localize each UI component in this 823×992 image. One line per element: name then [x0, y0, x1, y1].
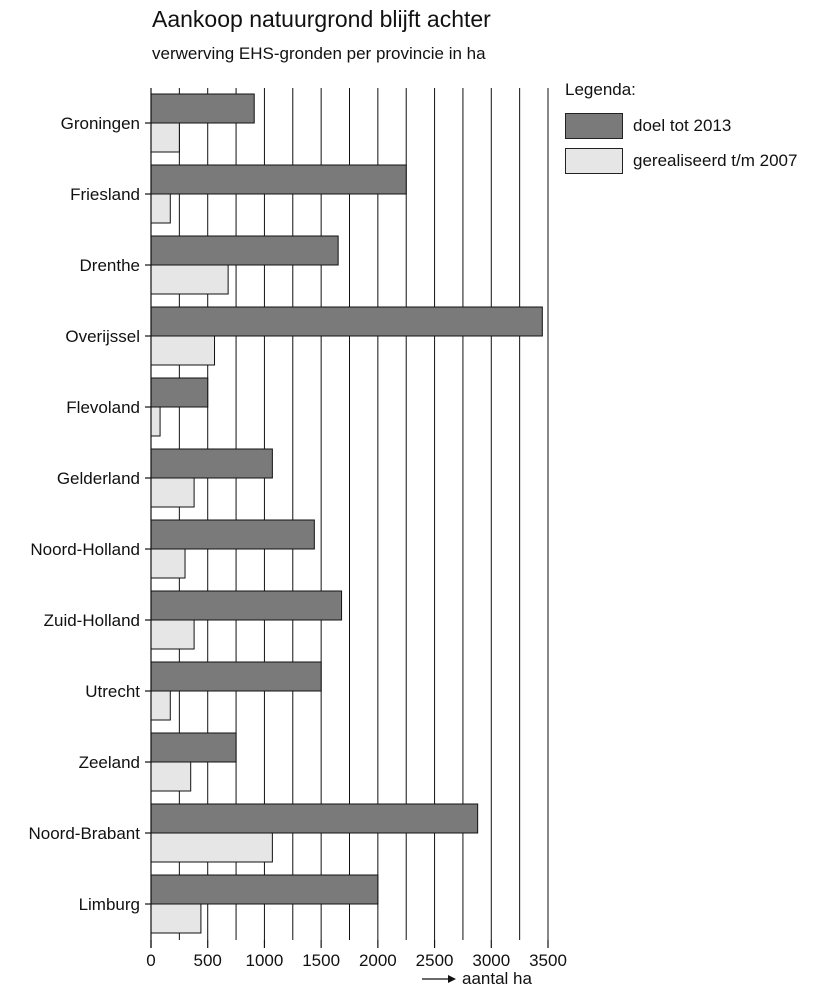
axis-labels: Groningen Friesland Drenthe Overijssel Flevo… — [28, 114, 566, 970]
bar-doel — [150, 377, 209, 408]
bar-gerealiseerd — [150, 832, 273, 863]
bar-gerealiseerd — [150, 335, 216, 366]
bar-gerealiseerd — [150, 548, 186, 579]
y-tick-label: Noord-Brabant — [28, 824, 140, 843]
arrow-right-icon — [422, 975, 456, 983]
y-tick-label: Friesland — [70, 185, 140, 204]
x-tick-label: 0 — [146, 951, 155, 970]
y-tick-label: Overijssel — [65, 327, 140, 346]
chart-subtitle: verwerving EHS-gronden per provincie in … — [152, 44, 486, 63]
x-tick-label: 500 — [194, 951, 222, 970]
legend-label-doel: doel tot 2013 — [633, 116, 732, 135]
x-tick-label: 1000 — [246, 951, 284, 970]
legend-item-doel: doel tot 2013 — [565, 112, 731, 140]
legend-swatch-gerealiseerd — [565, 148, 623, 174]
bar-doel — [150, 590, 343, 621]
bar-gerealiseerd — [150, 477, 195, 508]
bar-doel — [150, 732, 237, 763]
x-axis-label: aantal ha — [462, 969, 532, 988]
bar-doel — [150, 661, 322, 692]
y-tick-label: Groningen — [61, 114, 140, 133]
bar-gerealiseerd — [150, 193, 171, 224]
legend-label-gerealiseerd: gerealiseerd t/m 2007 — [633, 151, 798, 170]
bar-doel — [150, 93, 255, 124]
y-tick-label: Zuid-Holland — [44, 611, 140, 630]
bar-doel — [150, 519, 315, 550]
y-tick-label: Zeeland — [79, 753, 140, 772]
bar-gerealiseerd — [150, 761, 192, 792]
bar-doel — [150, 803, 479, 834]
y-tick-label: Limburg — [79, 895, 140, 914]
y-tick-label: Noord-Holland — [30, 540, 140, 559]
chart-title: Aankoop natuurgrond blijft achter — [152, 6, 491, 32]
bar-doel — [150, 874, 379, 905]
x-tick-label: 1500 — [302, 951, 340, 970]
x-tick-label: 3000 — [472, 951, 510, 970]
bar-gerealiseerd — [150, 619, 195, 650]
grid-lines — [178, 88, 549, 940]
x-tick-label: 2000 — [359, 951, 397, 970]
y-tick-label: Gelderland — [57, 469, 140, 488]
x-tick-label: 3500 — [529, 951, 567, 970]
bar-doel — [150, 306, 543, 337]
y-tick-label: Drenthe — [80, 256, 140, 275]
bar-gerealiseerd — [150, 122, 180, 153]
bar-gerealiseerd — [150, 690, 171, 721]
x-axis-caption: aantal ha — [422, 969, 532, 989]
y-tick-label: Utrecht — [85, 682, 140, 701]
axes — [145, 88, 549, 948]
bar-doel — [150, 164, 407, 195]
bar-doel — [150, 235, 339, 266]
bar-gerealiseerd — [150, 903, 202, 934]
legend-swatch-doel — [565, 113, 623, 139]
legend-item-gerealiseerd: gerealiseerd t/m 2007 — [565, 147, 797, 175]
bar-gerealiseerd — [150, 406, 161, 437]
legend-title: Legenda: — [565, 80, 636, 99]
y-tick-label: Flevoland — [66, 398, 140, 417]
bar-gerealiseerd — [150, 264, 229, 295]
x-tick-label: 2500 — [416, 951, 454, 970]
bar-doel — [150, 448, 273, 479]
bars — [150, 93, 543, 934]
